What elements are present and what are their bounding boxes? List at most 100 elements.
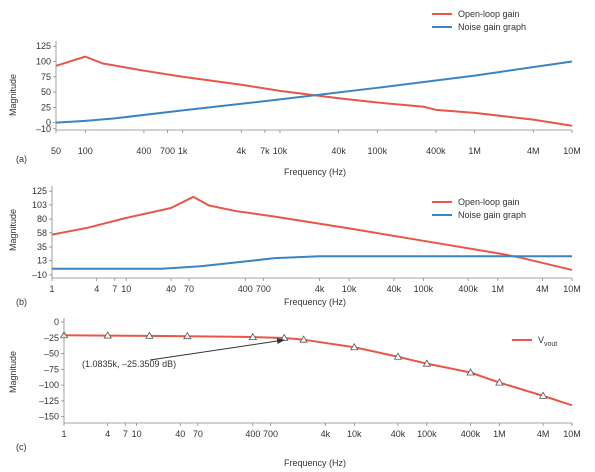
panel-label-c: (c): [16, 442, 27, 452]
panel-label-b: (b): [16, 297, 27, 307]
y-tick-label: –10: [36, 124, 51, 134]
x-tick-label: 40k: [387, 284, 402, 294]
x-tick-label: 40: [175, 429, 185, 439]
x-tick-label: 4k: [315, 284, 325, 294]
x-tick-label: 4k: [321, 429, 331, 439]
legend-label-vout-c: Vvout: [538, 335, 557, 348]
series-line-v: [63, 334, 573, 407]
x-tick-label: 10M: [563, 429, 581, 439]
x-tick-label: 10k: [342, 284, 357, 294]
legend-label-open-loop-b: Open-loop gain: [458, 197, 520, 207]
legend-label-vout-sub: vout: [544, 341, 557, 348]
panel-label-a: (a): [16, 154, 27, 164]
series-line-open-loop-gain: [51, 195, 573, 271]
chart-panel-c: 1 4 7 10 40 70 400 700 4k 10k 40k 100k 400k 1M 4M 10M 0 –…: [8, 317, 581, 468]
data-point-marker: [103, 331, 112, 339]
x-tick-label: 1M: [491, 284, 504, 294]
x-tick-label: 40k: [391, 429, 406, 439]
data-point-marker: [422, 359, 432, 367]
legend-a: Open-loop gain Noise gain graph: [432, 9, 526, 32]
x-tick-label: 400k: [458, 284, 478, 294]
x-tick-label: 4: [94, 284, 99, 294]
x-tick-label: 4M: [537, 429, 550, 439]
x-tick-label: 40: [166, 284, 176, 294]
x-tick-label: 10: [121, 284, 131, 294]
x-tick-label: 40k: [331, 146, 346, 156]
x-tick-label: 50: [51, 146, 61, 156]
y-tick-label: 103: [32, 200, 47, 210]
series-line-noise-gain-graph: [52, 255, 572, 270]
x-axis-label-a: Frequency (Hz): [284, 167, 346, 177]
x-tick-label: 100: [78, 146, 93, 156]
legend-label-noise-gain-b: Noise gain graph: [458, 210, 526, 220]
y-tick-label: –125: [39, 396, 59, 406]
x-tick-label: 1M: [493, 429, 506, 439]
data-point-marker: [495, 378, 504, 386]
y-tick-label: 75: [41, 72, 51, 82]
x-tick-label: 400: [245, 429, 260, 439]
legend-label-noise-gain-a: Noise gain graph: [458, 22, 526, 32]
data-point-marker: [248, 332, 258, 341]
x-tick-label: 10: [132, 429, 142, 439]
y-axis-label-c: Magnitude: [8, 351, 18, 393]
y-tick-label: 50: [41, 87, 51, 97]
annotation-label: (1.0835k, –25.3509 dB): [82, 359, 176, 369]
data-point-marker: [466, 368, 475, 376]
x-tick-label: 1M: [468, 146, 481, 156]
y-axis-label-a: Magnitude: [8, 74, 18, 116]
y-tick-label: 100: [36, 57, 51, 67]
annotation-arrow: [149, 338, 285, 361]
chart-panel-a: 50 100 400 700 1k 4k 7k 10k 40k 100k 400k 1M 4M 10M 12…: [8, 9, 581, 177]
data-point-marker: [350, 342, 359, 351]
y-axis-label-b: Magnitude: [8, 209, 18, 251]
x-tick-label: 100k: [414, 284, 434, 294]
data-point-marker: [393, 352, 403, 360]
legend-label-open-loop-a: Open-loop gain: [458, 9, 520, 19]
legend-c: Vvout: [512, 335, 557, 348]
y-tick-label: –75: [44, 364, 59, 374]
x-tick-label: 70: [184, 284, 194, 294]
x-tick-label: 7: [112, 284, 117, 294]
x-tick-label: 10M: [563, 284, 581, 294]
y-tick-label: –150: [39, 412, 59, 422]
x-axis-label-b: Frequency (Hz): [284, 297, 346, 307]
x-tick-label: 1k: [178, 146, 188, 156]
x-tick-label: 7k: [260, 146, 270, 156]
y-tick-label: 25: [41, 102, 51, 112]
data-point-marker: [299, 335, 308, 343]
x-axis-label-c: Frequency (Hz): [284, 458, 346, 468]
annotation-c: (1.0835k, –25.3509 dB): [82, 338, 285, 369]
x-tick-label: 100k: [368, 146, 388, 156]
x-tick-label: 1: [61, 429, 66, 439]
y-tick-label: 58: [37, 228, 47, 238]
x-tick-label: 10k: [347, 429, 362, 439]
x-tick-label: 10M: [563, 146, 581, 156]
data-point-marker: [183, 331, 192, 340]
y-tick-label: 80: [37, 214, 47, 224]
x-tick-label: 4: [105, 429, 110, 439]
y-tick-label: 35: [37, 242, 47, 252]
x-tick-label: 400k: [426, 146, 446, 156]
series-line-noise-gain-graph: [55, 60, 573, 124]
x-tick-label: 70: [193, 429, 203, 439]
x-tick-label: 700: [263, 429, 278, 439]
data-point-marker: [538, 391, 548, 399]
x-tick-label: 4k: [236, 146, 246, 156]
x-tick-label: 4M: [527, 146, 540, 156]
y-tick-label: 0: [46, 118, 51, 128]
data-point-marker: [145, 331, 154, 339]
y-tick-label: –50: [44, 349, 59, 359]
series-line-open-loop-gain: [55, 55, 573, 127]
x-tick-label: 7: [123, 429, 128, 439]
x-tick-label: 400k: [461, 429, 481, 439]
y-tick-label: 125: [36, 41, 51, 51]
x-tick-label: 400: [136, 146, 151, 156]
y-tick-label: –10: [32, 270, 47, 280]
x-tick-label: 1: [49, 284, 54, 294]
x-tick-label: 4M: [536, 284, 549, 294]
legend-b: Open-loop gain Noise gain graph: [432, 197, 526, 220]
x-tick-label: 400: [238, 284, 253, 294]
y-tick-label: 125: [32, 186, 47, 196]
x-tick-label: 700: [160, 146, 175, 156]
